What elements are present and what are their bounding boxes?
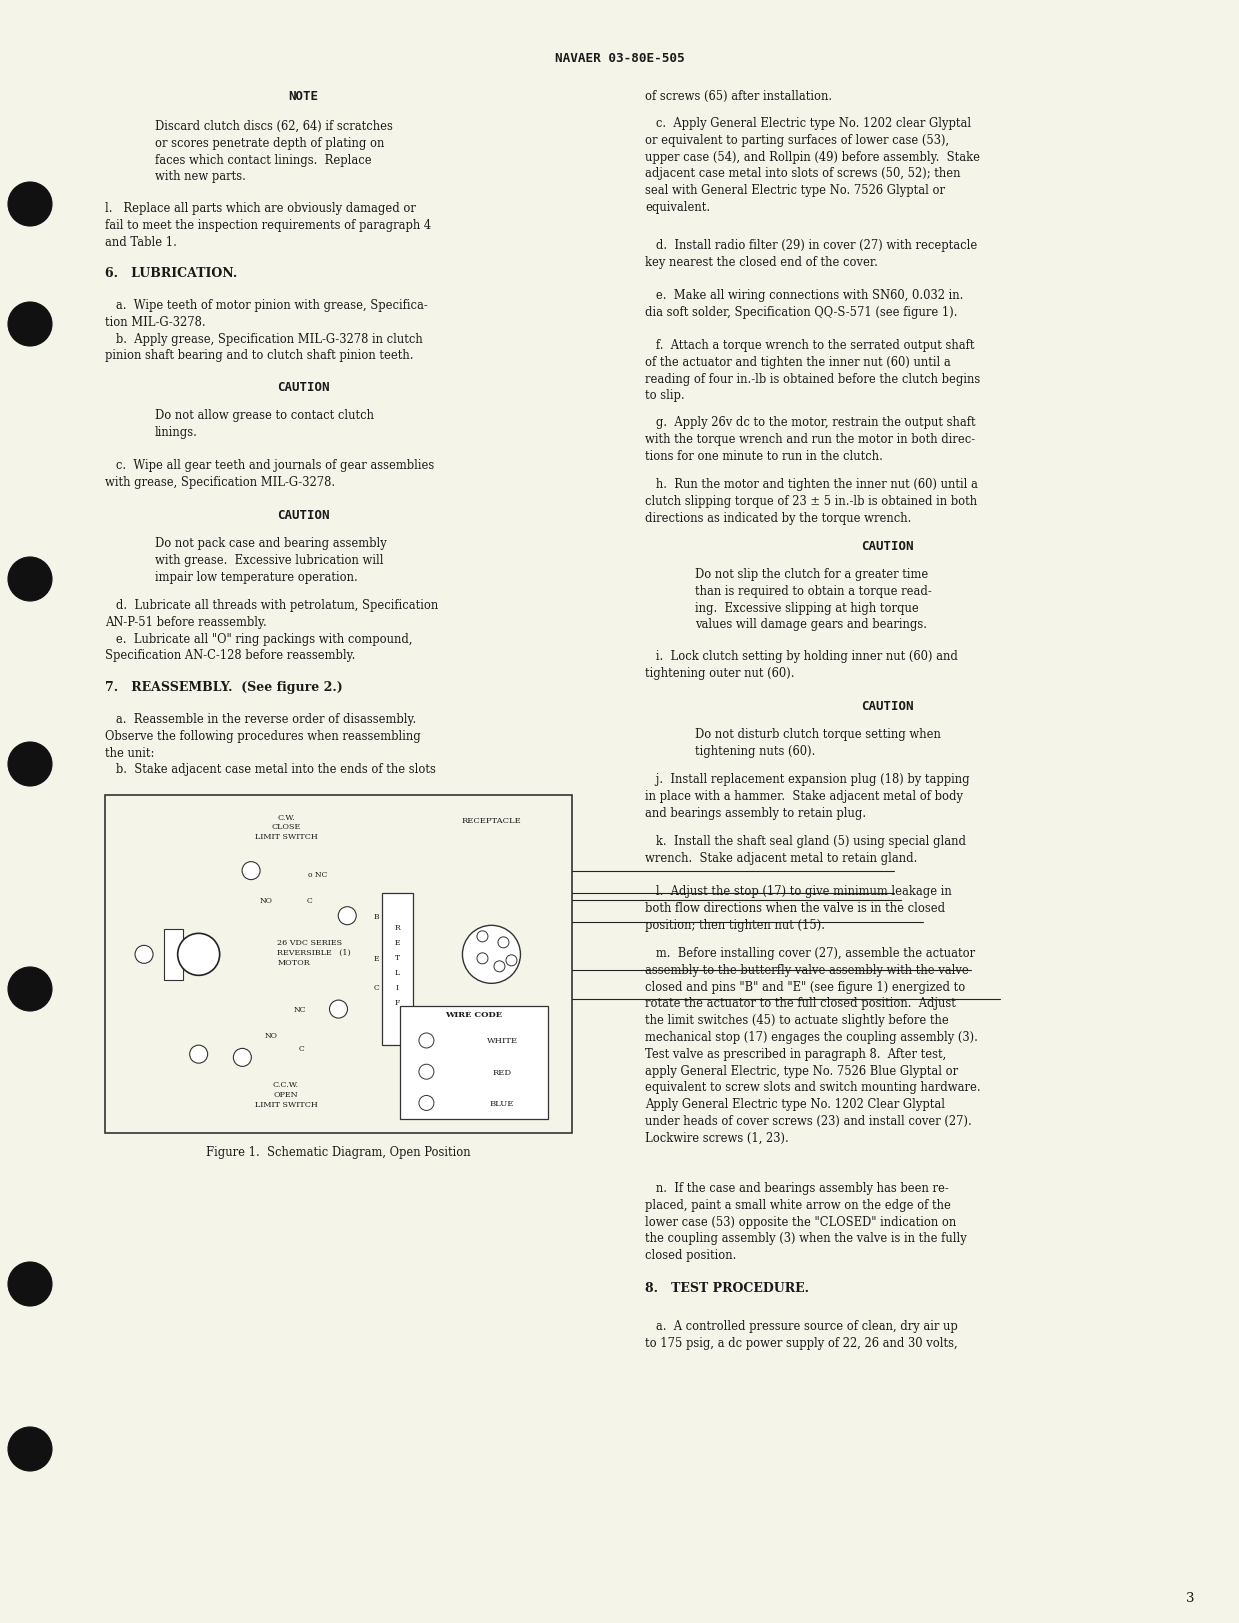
Text: k.  Install the shaft seal gland (5) using special gland
wrench.  Stake adjacent: k. Install the shaft seal gland (5) usin… [646, 834, 966, 865]
Text: C: C [299, 1044, 305, 1052]
Bar [382, 894, 413, 1045]
Text: d.  Lubricate all threads with petrolatum, Specification
AN-P-51 before reassemb: d. Lubricate all threads with petrolatum… [105, 599, 439, 662]
Text: e.  Make all wiring connections with SN60, 0.032 in.
dia soft solder, Specificat: e. Make all wiring connections with SN60… [646, 289, 964, 318]
Text: m.  Before installing cover (27), assemble the actuator
assembly to the butterfl: m. Before installing cover (27), assembl… [646, 946, 980, 1144]
Text: WIRE CODE: WIRE CODE [445, 1010, 503, 1018]
Text: C.C.W.
OPEN
LIMIT SWITCH: C.C.W. OPEN LIMIT SWITCH [255, 1081, 317, 1109]
Circle shape [498, 936, 509, 948]
Text: o NC: o NC [309, 870, 327, 878]
Text: E: E [373, 954, 379, 962]
Text: D: D [509, 958, 514, 962]
Circle shape [190, 1045, 208, 1063]
Circle shape [462, 925, 520, 984]
Text: i.  Lock clutch setting by holding inner nut (60) and
tightening outer nut (60).: i. Lock clutch setting by holding inner … [646, 649, 958, 680]
Text: C: C [373, 984, 379, 992]
Circle shape [338, 907, 357, 925]
Text: NO: NO [260, 896, 273, 904]
Text: CAUTION: CAUTION [861, 700, 913, 712]
Text: 26 VDC SERIES
REVERSIBLE   (1)
MOTOR: 26 VDC SERIES REVERSIBLE (1) MOTOR [278, 938, 351, 966]
Text: f.  Attach a torque wrench to the serrated output shaft
of the actuator and tigh: f. Attach a torque wrench to the serrate… [646, 339, 980, 403]
Text: 2: 2 [240, 1053, 245, 1061]
Text: R: R [394, 923, 400, 932]
Circle shape [419, 1034, 434, 1048]
Text: Do not disturb clutch torque setting when
tightening nuts (60).: Do not disturb clutch torque setting whe… [695, 727, 940, 758]
Text: Do not slip the clutch for a greater time
than is required to obtain a torque re: Do not slip the clutch for a greater tim… [695, 568, 932, 631]
Text: T: T [395, 953, 400, 961]
Text: 3: 3 [1186, 1591, 1194, 1604]
Text: L: L [395, 969, 400, 975]
Circle shape [477, 953, 488, 964]
Text: C.W.
CLOSE
LIMIT SWITCH: C.W. CLOSE LIMIT SWITCH [255, 813, 317, 841]
Circle shape [135, 946, 154, 964]
Circle shape [7, 967, 52, 1011]
Text: of screws (65) after installation.: of screws (65) after installation. [646, 89, 833, 102]
Text: Do not allow grease to contact clutch
linings.: Do not allow grease to contact clutch li… [155, 409, 374, 438]
Bar [400, 1006, 549, 1118]
Text: g.  Apply 26v dc to the motor, restrain the output shaft
with the torque wrench : g. Apply 26v dc to the motor, restrain t… [646, 415, 975, 463]
Circle shape [233, 1048, 252, 1066]
Text: B: B [373, 912, 379, 920]
Text: BLUE: BLUE [489, 1099, 514, 1107]
Circle shape [7, 304, 52, 347]
Text: c.  Apply General Electric type No. 1202 clear Glyptal
or equivalent to parting : c. Apply General Electric type No. 1202 … [646, 117, 980, 214]
Text: CAUTION: CAUTION [278, 381, 330, 394]
Circle shape [7, 558, 52, 602]
Circle shape [506, 956, 517, 966]
Text: NAVAER 03-80E-505: NAVAER 03-80E-505 [555, 52, 684, 65]
Text: a.  Wipe teeth of motor pinion with grease, Specifica-
tion MIL-G-3278.
   b.  A: a. Wipe teeth of motor pinion with greas… [105, 299, 427, 362]
Text: E: E [481, 956, 484, 961]
Text: M: M [192, 948, 206, 961]
Text: h.  Run the motor and tighten the inner nut (60) until a
clutch slipping torque : h. Run the motor and tighten the inner n… [646, 477, 978, 524]
Text: a.  A controlled pressure source of clean, dry air up
to 175 psig, a dc power su: a. A controlled pressure source of clean… [646, 1319, 958, 1349]
Circle shape [7, 1427, 52, 1470]
Circle shape [7, 1263, 52, 1307]
Text: c.  Wipe all gear teeth and journals of gear assemblies
with grease, Specificati: c. Wipe all gear teeth and journals of g… [105, 459, 434, 489]
Text: l.   Replace all parts which are obviously damaged or
fail to meet the inspectio: l. Replace all parts which are obviously… [105, 201, 431, 248]
Circle shape [7, 743, 52, 787]
Text: A: A [502, 940, 506, 945]
Text: Figure 1.  Schematic Diagram, Open Position: Figure 1. Schematic Diagram, Open Positi… [206, 1146, 471, 1159]
Text: C: C [497, 964, 502, 969]
Text: C: C [306, 896, 312, 904]
Text: 1: 1 [141, 951, 146, 959]
Circle shape [330, 1000, 347, 1019]
Bar [105, 795, 572, 1133]
Text: j.  Install replacement expansion plug (18) by tapping
in place with a hammer.  : j. Install replacement expansion plug (1… [646, 773, 970, 820]
Text: n.  If the case and bearings assembly has been re-
placed, paint a small white a: n. If the case and bearings assembly has… [646, 1182, 966, 1261]
Text: Discard clutch discs (62, 64) if scratches
or scores penetrate depth of plating : Discard clutch discs (62, 64) if scratch… [155, 120, 393, 183]
Text: 1: 1 [424, 1037, 429, 1045]
Text: d.  Install radio filter (29) in cover (27) with receptacle
key nearest the clos: d. Install radio filter (29) in cover (2… [646, 239, 978, 269]
Text: NO: NO [264, 1031, 278, 1039]
Text: 7.   REASSEMBLY.  (See figure 2.): 7. REASSEMBLY. (See figure 2.) [105, 680, 343, 693]
Circle shape [419, 1065, 434, 1079]
Bar [164, 928, 183, 980]
Text: 2: 2 [424, 1068, 429, 1076]
Circle shape [177, 933, 219, 975]
Text: 2: 2 [196, 1050, 201, 1058]
Circle shape [242, 862, 260, 880]
Text: CAUTION: CAUTION [861, 540, 913, 553]
Circle shape [419, 1096, 434, 1110]
Text: l.  Adjust the stop (17) to give minimum leakage in
both flow directions when th: l. Adjust the stop (17) to give minimum … [646, 885, 952, 932]
Text: B: B [481, 935, 484, 940]
Text: RED: RED [493, 1068, 512, 1076]
Text: 2: 2 [336, 1006, 341, 1013]
Text: 3: 3 [249, 867, 254, 875]
Text: F: F [395, 998, 400, 1006]
Text: 8.   TEST PROCEDURE.: 8. TEST PROCEDURE. [646, 1281, 809, 1294]
Circle shape [7, 183, 52, 227]
Text: 6.   LUBRICATION.: 6. LUBRICATION. [105, 266, 237, 279]
Circle shape [494, 961, 506, 972]
Text: WHITE: WHITE [487, 1037, 518, 1045]
Text: NOTE: NOTE [289, 89, 318, 102]
Text: E: E [395, 938, 400, 946]
Text: CAUTION: CAUTION [278, 508, 330, 521]
Text: I: I [396, 984, 399, 992]
Text: RECEPTACLE: RECEPTACLE [462, 816, 522, 824]
Text: 3: 3 [424, 1099, 429, 1107]
Circle shape [477, 932, 488, 943]
Text: NC: NC [294, 1006, 306, 1013]
Text: a.  Reassemble in the reverse order of disassembly.
Observe the following proced: a. Reassemble in the reverse order of di… [105, 712, 436, 776]
Text: 3: 3 [344, 912, 349, 920]
Text: Do not pack case and bearing assembly
with grease.  Excessive lubrication will
i: Do not pack case and bearing assembly wi… [155, 537, 387, 583]
